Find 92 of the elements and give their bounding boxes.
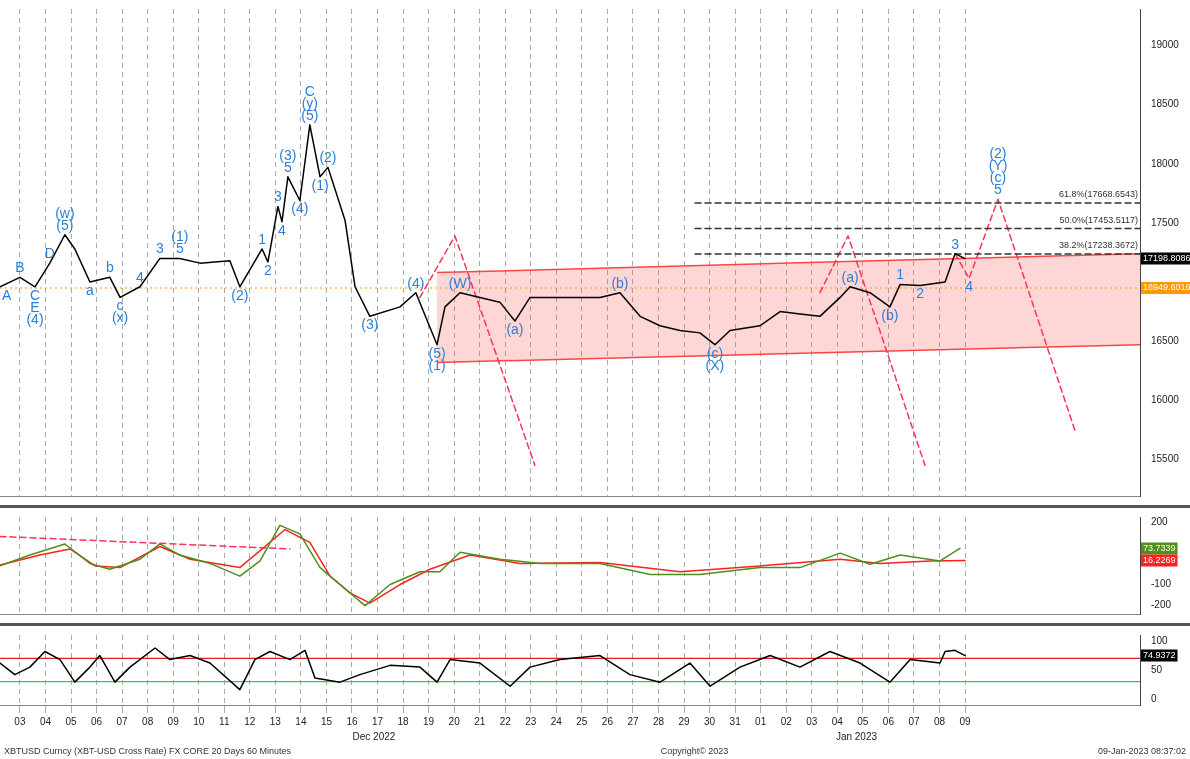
x-tick-label: 06 <box>90 715 103 727</box>
y-tick-label: 16500 <box>1151 334 1180 346</box>
annotation: 4 <box>278 221 287 238</box>
x-tick-label: 08 <box>142 715 154 727</box>
annotation: (W) <box>448 274 472 291</box>
annotation: (b) <box>881 306 899 323</box>
annotation: 2 <box>264 261 273 278</box>
x-tick-label: 04 <box>831 715 844 727</box>
x-tick-label: 03 <box>806 715 818 727</box>
x-tick-label: 02 <box>780 715 793 727</box>
text: 09-Jan-2023 08:37:02 <box>1097 745 1186 758</box>
x-tick-label: 05 <box>857 715 869 727</box>
x-tick-label: 09 <box>959 715 972 727</box>
x-tick-label: 13 <box>269 715 282 727</box>
annotation: 4 <box>136 268 145 285</box>
annotation: 38.2%(17238.3672) <box>1058 240 1138 251</box>
annotation: 1 <box>896 266 905 283</box>
x-tick-label: 30 <box>704 715 716 727</box>
text: 73.7339 <box>1143 542 1176 553</box>
annotation: (3) <box>361 316 379 333</box>
annotation: (4) <box>407 274 425 291</box>
y-tick-label: 18500 <box>1151 98 1180 110</box>
x-tick-label: 25 <box>576 715 588 727</box>
y-tick-label: -100 <box>1151 578 1172 590</box>
x-tick-label: 05 <box>65 715 78 727</box>
x-tick-label: 07 <box>908 715 920 727</box>
annotation: 61.8%(17668.6543) <box>1058 189 1138 200</box>
x-tick-label: 21 <box>474 715 486 727</box>
x-tick-label: 22 <box>499 715 512 727</box>
annotation: 4 <box>965 278 974 295</box>
y-tick-label: 16000 <box>1151 394 1180 405</box>
x-tick-label: 17 <box>371 715 384 727</box>
annotation: b <box>105 259 114 276</box>
annotation: (2) <box>231 286 249 303</box>
x-tick-label: 08 <box>933 715 946 727</box>
x-tick-label: 12 <box>244 715 256 727</box>
x-tick-label: 15 <box>320 715 333 727</box>
ref-line-label: 16949.6016 <box>1143 282 1190 293</box>
x-tick-label: 14 <box>295 715 307 727</box>
annotation: 3 <box>274 188 283 205</box>
x-tick-label: 09 <box>167 715 180 727</box>
x-tick-label: 04 <box>39 715 52 727</box>
annotation: (a) <box>841 268 859 285</box>
x-tick-label: 27 <box>627 715 639 727</box>
x-tick-label: 29 <box>678 715 691 727</box>
text: 16.2269 <box>1143 554 1176 565</box>
annotation: 1 <box>258 230 267 247</box>
y-tick-label: 19000 <box>1151 39 1180 51</box>
x-tick-label: 16 <box>346 715 358 727</box>
x-tick-label: 07 <box>116 715 129 727</box>
text: 74.9372 <box>1143 650 1176 661</box>
annotation: a <box>86 281 95 298</box>
y-tick-label: 17500 <box>1151 216 1180 228</box>
x-tick-label: 20 <box>448 715 461 727</box>
x-tick-label: 01 <box>755 715 767 727</box>
annotation: 2 <box>916 285 925 302</box>
x-tick-label: 26 <box>601 715 614 727</box>
y-tick-label: 100 <box>1151 634 1169 646</box>
annotation: (4) <box>291 200 309 217</box>
x-tick-label: 06 <box>882 715 895 727</box>
y-tick-label: 18000 <box>1151 157 1180 169</box>
x-tick-label: 24 <box>550 715 563 727</box>
annotation: 50.0%(17453.5117) <box>1059 214 1139 225</box>
y-tick-label: -200 <box>1151 599 1172 611</box>
annotation: C <box>29 286 41 303</box>
annotation: (2) <box>989 145 1007 162</box>
x-tick-label: 19 <box>423 715 435 727</box>
text: Jan 2023 <box>835 730 878 742</box>
y-tick-label: 15500 <box>1151 453 1180 465</box>
x-tick-label: 18 <box>397 715 410 727</box>
x-tick-label: 11 <box>219 715 230 727</box>
annotation: D <box>44 245 55 261</box>
text: 17198.8086 <box>1143 253 1190 264</box>
text: Copyright© 2023 <box>660 745 729 758</box>
text: XBTUSD Curncy (XBT-USD Cross Rate) FX CORE 20 Days 60 Minutes <box>4 745 292 758</box>
annotation: B <box>15 259 25 276</box>
x-tick-label: 03 <box>14 715 26 727</box>
text: Dec 2022 <box>352 730 396 742</box>
x-tick-label: 31 <box>729 715 742 727</box>
annotation: 3 <box>951 235 960 252</box>
y-tick-label: 50 <box>1151 663 1163 675</box>
y-tick-label: 0 <box>1151 692 1157 704</box>
x-tick-label: 23 <box>525 715 537 727</box>
annotation: (2) <box>319 149 337 166</box>
annotation: A <box>2 286 12 303</box>
x-tick-label: 28 <box>652 715 665 727</box>
y-tick-label: 200 <box>1151 515 1169 527</box>
annotation: (1) <box>311 176 329 193</box>
annotation: (a) <box>506 320 524 337</box>
annotation: 3 <box>156 240 164 257</box>
x-tick-label: 10 <box>193 715 205 727</box>
annotation: (b) <box>611 274 629 291</box>
